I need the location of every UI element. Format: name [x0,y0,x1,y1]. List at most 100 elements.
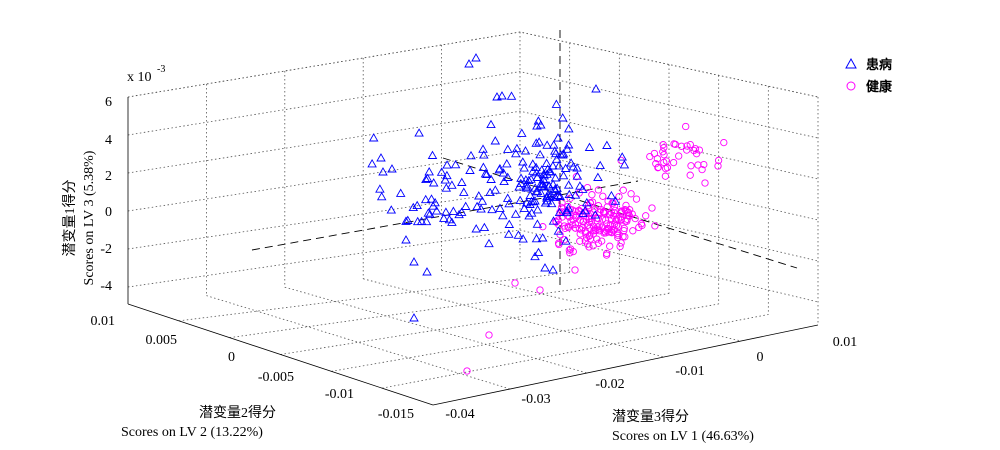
diseased-point [514,182,524,191]
diseased-point [431,206,442,215]
diseased-point [533,247,544,257]
diseased-point [520,146,531,155]
healthy-point [631,214,639,223]
diseased-point [554,160,564,170]
diseased-point [584,142,595,151]
z-axis-label-line1: 潜变量1得分 [61,180,78,257]
diseased-point [524,175,534,185]
diseased-point [610,196,621,205]
diseased-point [490,136,501,145]
z-tick-label: 2 [105,169,112,184]
diseased-point [499,176,509,186]
floor-gridline [206,295,511,390]
healthy-point [661,172,670,180]
diseased-point [504,229,514,238]
diseased-point [456,207,467,216]
healthy-point [576,237,584,245]
diseased-point [422,267,432,276]
diseased-point [548,216,559,225]
z-gridline [127,110,819,180]
z-tick-label: -2 [100,242,112,257]
x-tick-label: -0.04 [445,407,474,422]
healthy-point [632,195,641,203]
healthy-point [714,162,722,170]
healthy-point [566,245,575,253]
diseased-point [518,234,528,243]
diseased-point [503,144,513,153]
floor-gridline [441,270,742,342]
diseased-point [550,192,561,202]
diseased-point [563,180,574,189]
diseased-point [531,233,542,243]
diseased-point [409,257,419,266]
diseased-point [472,201,482,211]
healthy-point [610,209,618,217]
y-tick-label: -0.01 [325,387,354,402]
healthy-point [614,231,622,239]
z-gridline [127,71,819,139]
diseased-point [441,207,451,216]
healthy-point [571,220,580,228]
diseased-point [602,140,612,149]
diseased-point [386,205,397,214]
diseased-point [557,113,568,122]
y-tick-label: 0.01 [91,314,116,329]
healthy-point [617,215,625,224]
diseased-point [440,175,451,184]
legend-triangle-icon [845,57,857,69]
diseased-point [492,92,502,101]
healthy-point [557,203,566,212]
healthy-point [701,179,709,187]
legend-item-healthy: 健康 [866,79,893,95]
diseased-point [538,179,548,188]
diseased-point [572,163,582,172]
diseased-point [395,188,406,197]
diseased-point [564,189,575,199]
diseased-point [486,174,496,183]
healthy-point [610,220,619,228]
healthy-point [659,141,667,149]
diseased-point [548,140,559,149]
diseased-point [521,180,532,189]
diseased-point [504,198,514,208]
diseased-point [591,84,601,93]
diseased-point [542,140,552,149]
healthy-point [594,186,603,194]
diseased-point [486,119,496,129]
z-tick-label: 0 [105,205,112,220]
floor-gridline [363,278,665,358]
diseased-point [530,251,540,261]
diseased-point [619,159,630,169]
x-tick-label: -0.01 [675,364,704,379]
healthy-point [686,140,694,149]
diseased-point [442,160,452,169]
healthy-point [606,242,614,250]
diseased-point [530,183,540,192]
diseased-point [426,194,437,203]
floor-gridline [178,272,570,322]
diseased-point [606,190,617,200]
diseased-point [412,200,422,210]
diseased-point [424,166,434,176]
healthy-point [564,223,572,231]
diseased-point [554,207,565,217]
diseased-point [510,209,521,218]
healthy-point [485,331,493,339]
diseased-point [376,153,386,162]
healthy-point [622,201,630,210]
diseased-point [551,99,562,108]
healthy-point [627,190,635,198]
z-gridline [127,189,819,262]
healthy-point [463,367,471,375]
x-tick-label: -0.03 [521,392,550,407]
healthy-point [695,146,704,154]
diseased-point [555,191,565,200]
healthy-point [619,233,627,241]
floor-gridline [382,314,769,389]
diseased-point [450,159,461,169]
healthy-point [552,218,560,226]
diseased-point [595,160,605,170]
diseased-point [423,208,434,217]
legend: 患病 健康 [845,57,893,95]
